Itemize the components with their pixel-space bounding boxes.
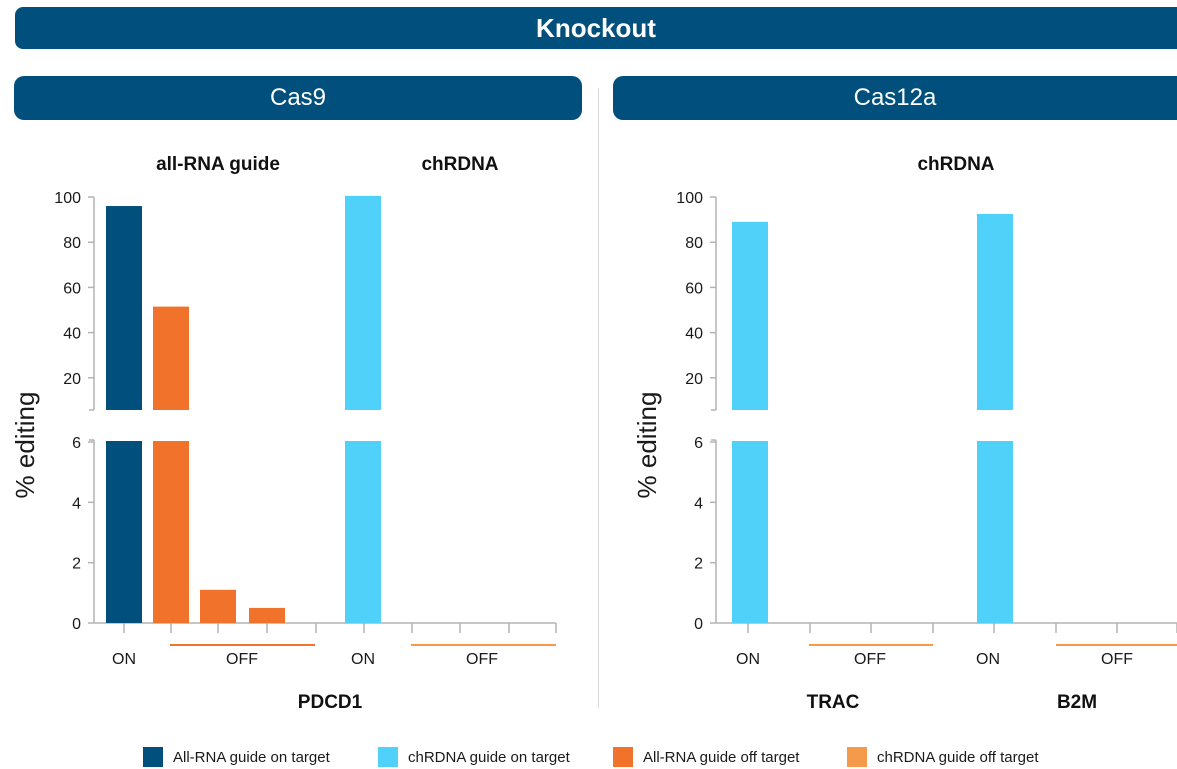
legend-item-chrdna-off: chRDNA guide off target: [847, 746, 1038, 768]
x-tick-label: OFF: [1101, 651, 1133, 668]
x-tick-label: ON: [351, 651, 375, 668]
legend-swatch: [143, 747, 163, 767]
bar: [200, 589, 236, 623]
bar-lower-segment: [106, 441, 142, 623]
y-tick-label: 0: [72, 616, 81, 633]
x-tick-label: OFF: [854, 651, 886, 668]
x-tick-label: OFF: [226, 651, 258, 668]
y-tick-label: 20: [63, 371, 81, 388]
bar-upper-segment: [106, 206, 142, 410]
bar-lower-segment: [732, 441, 768, 623]
y-axis-title: % editing: [632, 392, 662, 499]
target-label: B2M: [1057, 692, 1097, 713]
y-tick-label: 60: [63, 280, 81, 297]
y-tick-label: 60: [685, 280, 703, 297]
cas12a-panel-title: Cas12a: [613, 76, 1177, 120]
bar-upper-segment: [153, 306, 189, 410]
legend-label: chRDNA guide off target: [877, 748, 1039, 766]
legend-label: All-RNA guide off target: [643, 748, 800, 766]
y-tick-label: 20: [685, 371, 703, 388]
legend-item-chrdna-on: chRDNA guide on target: [378, 746, 570, 768]
legend-item-allrna-on: All-RNA guide on target: [143, 746, 330, 768]
y-tick-label: 6: [72, 435, 81, 452]
x-tick-label: ON: [976, 651, 1000, 668]
y-tick-label: 0: [694, 616, 703, 633]
bar-lower-segment: [977, 441, 1013, 623]
legend-item-allrna-off: All-RNA guide off target: [613, 746, 799, 768]
legend-swatch: [613, 747, 633, 767]
y-tick-label: 2: [694, 556, 703, 573]
y-tick-label: 4: [72, 495, 81, 512]
bar: [249, 607, 285, 623]
y-tick-label: 4: [694, 495, 703, 512]
group-label: chRDNA: [917, 154, 994, 175]
bar-lower-segment: [153, 441, 189, 623]
y-tick-label: 2: [72, 556, 81, 573]
cas9-panel-title: Cas9: [14, 76, 582, 120]
y-tick-label: 100: [676, 190, 703, 207]
bar-lower-segment: [345, 441, 381, 623]
x-tick-label: ON: [112, 651, 136, 668]
group-label: all-RNA guide: [156, 154, 280, 175]
y-tick-label: 80: [685, 235, 703, 252]
bar-upper-segment: [732, 221, 768, 410]
x-tick-label: OFF: [466, 651, 498, 668]
y-tick-label: 40: [63, 326, 81, 343]
bar-upper-segment: [345, 195, 381, 410]
y-tick-label: 80: [63, 235, 81, 252]
legend-label: All-RNA guide on target: [173, 748, 330, 766]
y-tick-label: 100: [54, 190, 81, 207]
x-tick-label: ON: [736, 651, 760, 668]
y-tick-label: 40: [685, 326, 703, 343]
bar-upper-segment: [977, 213, 1013, 410]
panel-divider: [598, 88, 599, 708]
legend-swatch: [378, 747, 398, 767]
group-label: chRDNA: [421, 154, 498, 175]
knockout-banner: Knockout: [15, 7, 1177, 49]
legend-label: chRDNA guide on target: [408, 748, 570, 766]
target-label: TRAC: [807, 692, 860, 713]
legend-swatch: [847, 747, 867, 767]
y-tick-label: 6: [694, 435, 703, 452]
target-label: PDCD1: [298, 692, 363, 713]
y-axis-title: % editing: [10, 392, 40, 499]
